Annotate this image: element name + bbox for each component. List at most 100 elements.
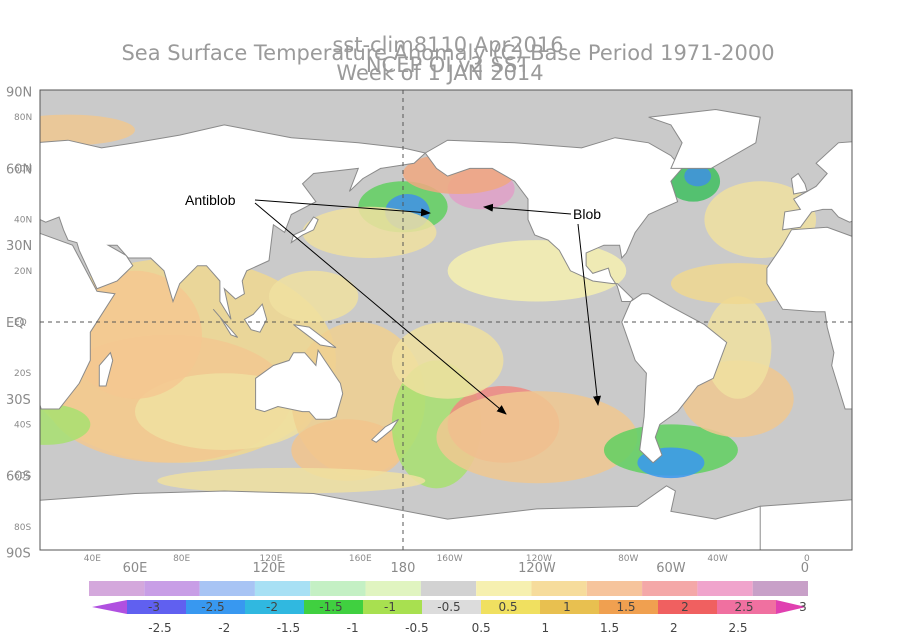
map [0, 90, 852, 550]
colorbar-swatch [752, 581, 808, 596]
colorbar-tick-label: 0.5 [472, 621, 491, 635]
land [98, 351, 114, 387]
lon-label: 120W [526, 554, 552, 564]
colorbar-swatch [531, 581, 587, 596]
land [40, 232, 116, 410]
colorbar-label: -2.5 [201, 600, 224, 614]
week: Week of 1 JAN 2014 [336, 61, 543, 85]
colorbar-swatch [420, 581, 477, 596]
anomaly-patch [40, 114, 135, 146]
colorbar-label: 1 [563, 600, 571, 614]
colorbar-swatch [254, 581, 311, 596]
colorbar-swatch [144, 581, 200, 596]
colorbar-swatch [658, 600, 717, 614]
arrow [254, 199, 431, 217]
annotations: Antiblob Blob [185, 192, 601, 415]
lat-label: 20S [14, 369, 31, 379]
lon-label: 120W [518, 561, 556, 576]
land [40, 124, 427, 320]
land [293, 324, 337, 349]
colorbar-swatch [89, 581, 145, 596]
colorbar-swatch [697, 581, 753, 596]
land [648, 108, 761, 169]
anomaly-patch [391, 322, 504, 399]
land [40, 485, 852, 550]
colorbar-tick-label: -1 [347, 621, 359, 635]
lon-label: 40E [84, 554, 101, 564]
lon-label: 60E [123, 561, 148, 576]
colorbar-label: -1 [384, 600, 396, 614]
land [782, 141, 852, 231]
map-frame [39, 89, 853, 551]
colorbar-swatch [127, 600, 186, 614]
land [790, 172, 808, 195]
colorbar-tick-label: 1 [542, 621, 550, 635]
anomaly-patch [684, 165, 712, 187]
colorbar-tick-label: 1.5 [600, 621, 619, 635]
colorbar-swatch [245, 600, 304, 614]
colorbar-label: 2 [681, 600, 689, 614]
colorbar-label: 2.5 [734, 600, 753, 614]
lon-label: 40W [707, 554, 727, 564]
lat-label: 80S [14, 523, 31, 533]
arrow [483, 203, 572, 215]
axis-labels: 90N60N30NEQ30S60S90S80N60N40N20NEQ20S40S… [6, 86, 810, 576]
land [212, 308, 239, 338]
land [370, 418, 399, 443]
lon-label: 80W [618, 554, 638, 564]
colorbar-swatch [199, 581, 255, 596]
lon-label: 160W [437, 554, 463, 564]
lon-label: 0 [804, 554, 810, 564]
lat-label: 90S [6, 546, 31, 561]
arrow [577, 223, 601, 406]
anomaly-patch [302, 206, 437, 258]
colorbar-swatch [642, 581, 698, 596]
colorbar-tick-label: -2 [218, 621, 230, 635]
colorbar-swatch [422, 600, 481, 614]
colorbar-label: -1.5 [319, 600, 342, 614]
colorbar-swatch [476, 581, 532, 596]
colorbar-swatch [363, 600, 422, 614]
colorbar-tick-label: 2 [670, 621, 678, 635]
colorbar-swatch [186, 600, 245, 614]
anomaly-patch [40, 403, 91, 445]
colorbar-label: 3 [799, 600, 807, 614]
lat-label: EQ [14, 318, 27, 328]
colorbar-label: -3 [148, 600, 160, 614]
colorbar-swatch [481, 600, 540, 614]
colorbar-label: 1.5 [616, 600, 635, 614]
land [621, 293, 728, 464]
lat-label: 40N [14, 216, 32, 226]
antiblob-label: Antiblob [185, 192, 236, 208]
lat-label: EQ [6, 316, 24, 331]
land [0, 174, 3, 195]
land [243, 303, 268, 333]
lon-label: 60W [656, 561, 686, 576]
lon-label: 120E [252, 561, 285, 576]
land [766, 226, 852, 410]
anomaly-patch [157, 467, 426, 494]
colorbar-swatch [304, 600, 363, 614]
lat-label: 90N [6, 86, 32, 101]
colorbar-swatch [599, 600, 658, 614]
colorbar-label: -2 [266, 600, 278, 614]
blob-label: Blob [573, 206, 601, 222]
anomaly-patch [291, 419, 403, 481]
lon-label: 0 [801, 561, 809, 576]
anomaly-patch [436, 391, 638, 484]
lat-label: 30S [6, 393, 31, 408]
lat-label: 30N [6, 239, 32, 254]
colorbar-tick-label: -0.5 [405, 621, 428, 635]
colorbar-swatch [586, 581, 643, 596]
colorbar-tick-label: -2.5 [148, 621, 171, 635]
colorbar-tick-label: 2.5 [728, 621, 747, 635]
colorbar-swatch [310, 581, 366, 596]
land [759, 499, 852, 550]
colorbar-label: -0.5 [437, 600, 460, 614]
anomaly-patch [268, 270, 359, 322]
colorbar-swatch [540, 600, 599, 614]
colorbar-label: 0.5 [498, 600, 517, 614]
lat-label: 60S [14, 472, 31, 482]
colorbar-swatch [365, 581, 421, 596]
